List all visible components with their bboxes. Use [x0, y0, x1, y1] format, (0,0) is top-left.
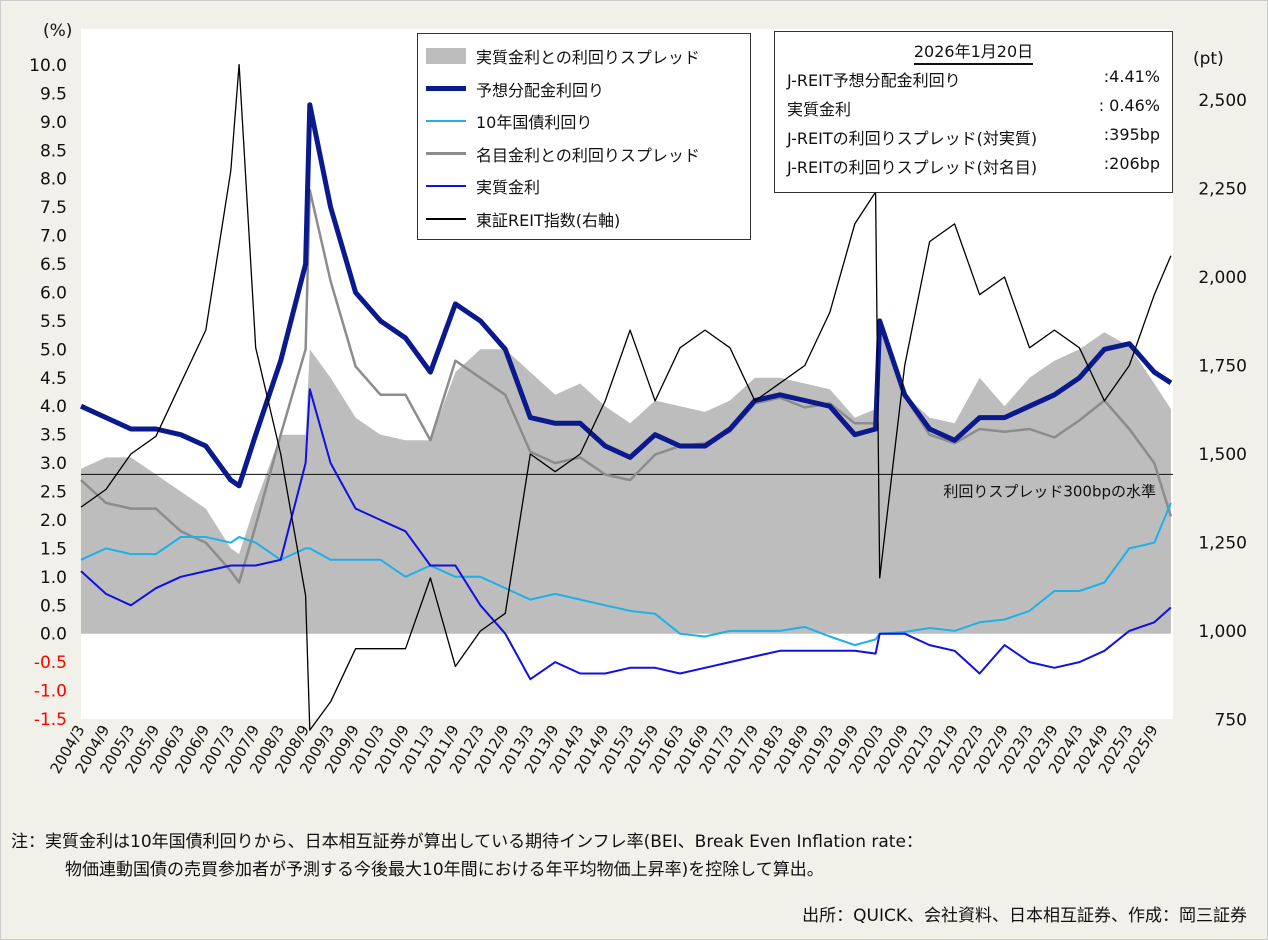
left-tick-label: 10.0	[29, 56, 67, 76]
left-tick-label: 3.0	[40, 454, 67, 474]
left-tick-label: 0.0	[40, 625, 67, 645]
info-label: J-REITの利回りスプレッド(対名目)	[787, 158, 1038, 177]
series-line-reit-index	[80, 63, 1172, 731]
left-tick-label: 8.0	[40, 170, 67, 190]
right-tick-label: 2,500	[1198, 91, 1247, 111]
left-tick-label: -1.0	[34, 682, 67, 702]
right-tick-label: 1,250	[1198, 534, 1247, 554]
legend-item: 実質金利との利回りスプレッド	[426, 40, 742, 73]
left-axis-unit: (%)	[43, 21, 73, 41]
left-tick-label: 2.0	[40, 511, 67, 531]
left-tick-label: 7.5	[40, 198, 67, 218]
right-tick-label: 1,000	[1198, 622, 1247, 642]
info-value: : 0.46%	[1098, 96, 1160, 115]
left-tick-label: 2.5	[40, 483, 67, 503]
right-tick-label: 2,250	[1198, 180, 1247, 200]
left-tick-label: 7.0	[40, 227, 67, 247]
info-label: J-REIT予想分配金利回り	[787, 71, 961, 90]
info-date: 2026年1月20日	[913, 42, 1034, 65]
left-tick-label: 9.5	[40, 84, 67, 104]
legend-swatch-line	[426, 86, 466, 92]
left-tick-label: 1.5	[40, 539, 67, 559]
source-note: 出所：QUICK、会社資料、日本相互証券、作成：岡三証券	[802, 906, 1247, 926]
legend-swatch-line	[426, 120, 466, 123]
left-tick-label: -1.5	[34, 710, 67, 730]
left-tick-label: 8.5	[40, 141, 67, 161]
info-box: 2026年1月20日 J-REIT予想分配金利回り :4.41% 実質金利 : 0.…	[774, 31, 1173, 193]
legend-item: 名目金利との利回りスプレッド	[426, 138, 742, 171]
left-tick-label: 5.0	[40, 340, 67, 360]
info-label: J-REITの利回りスプレッド(対実質)	[787, 129, 1038, 148]
left-tick-label: -0.5	[34, 653, 67, 673]
note-line-1: 注：実質金利は10年国債利回りから、日本相互証券が算出している期待インフレ率(B…	[11, 832, 923, 852]
legend-item: 予想分配金利回り	[426, 73, 742, 106]
legend-item: 10年国債利回り	[426, 105, 742, 138]
series-line-real-rate	[80, 388, 1172, 681]
legend-label: 東証REIT指数(右軸)	[476, 210, 621, 230]
legend-label: 名目金利との利回りスプレッド	[476, 145, 700, 165]
info-value: :206bp	[1103, 154, 1160, 173]
info-row: 実質金利 : 0.46%	[787, 96, 1160, 120]
left-tick-label: 0.5	[40, 596, 67, 616]
series-line-dividend-yield	[79, 102, 1173, 489]
left-tick-label: 3.5	[40, 426, 67, 446]
legend-item: 東証REIT指数(右軸)	[426, 203, 742, 236]
left-tick-label: 6.5	[40, 255, 67, 275]
left-tick-label: 1.0	[40, 568, 67, 588]
legend-label: 予想分配金利回り	[476, 80, 605, 100]
series-area-real-spread	[81, 320, 1171, 634]
legend-item: 実質金利	[426, 170, 742, 203]
series-line-jgb-10y	[80, 502, 1172, 647]
left-tick-label: 9.0	[40, 113, 67, 133]
info-row: J-REITの利回りスプレッド(対名目) :206bp	[787, 154, 1160, 178]
left-tick-label: 6.0	[40, 283, 67, 303]
info-value: :4.41%	[1103, 67, 1160, 86]
legend-label: 実質金利	[476, 178, 541, 198]
right-tick-label: 1,750	[1198, 357, 1247, 377]
legend-swatch-line	[426, 152, 466, 156]
legend: 実質金利との利回りスプレッド 予想分配金利回り 10年国債利回り 名目金利との利…	[417, 33, 751, 240]
right-tick-label: 750	[1215, 711, 1247, 731]
series-line-nominal-spread	[80, 188, 1173, 584]
note-line-2: 物価連動国債の売買参加者が予測する今後最大10年間における年平均物価上昇率)を控…	[65, 860, 824, 880]
legend-swatch-line	[426, 185, 466, 188]
info-label: 実質金利	[787, 100, 852, 119]
info-row: J-REITの利回りスプレッド(対実質) :395bp	[787, 125, 1160, 149]
info-row: J-REIT予想分配金利回り :4.41%	[787, 67, 1160, 91]
right-axis-unit: (pt)	[1193, 49, 1224, 69]
left-tick-label: 4.5	[40, 369, 67, 389]
right-tick-label: 2,000	[1198, 268, 1247, 288]
legend-swatch-line	[426, 218, 466, 220]
legend-swatch-area	[426, 48, 466, 65]
left-tick-label: 4.0	[40, 397, 67, 417]
legend-label: 実質金利との利回りスプレッド	[476, 48, 700, 68]
left-tick-label: 5.5	[40, 312, 67, 332]
legend-label: 10年国債利回り	[476, 113, 593, 133]
right-tick-label: 1,500	[1198, 445, 1247, 465]
info-value: :395bp	[1103, 125, 1160, 144]
reference-line-label: 利回りスプレッド300bpの水準	[943, 482, 1156, 500]
